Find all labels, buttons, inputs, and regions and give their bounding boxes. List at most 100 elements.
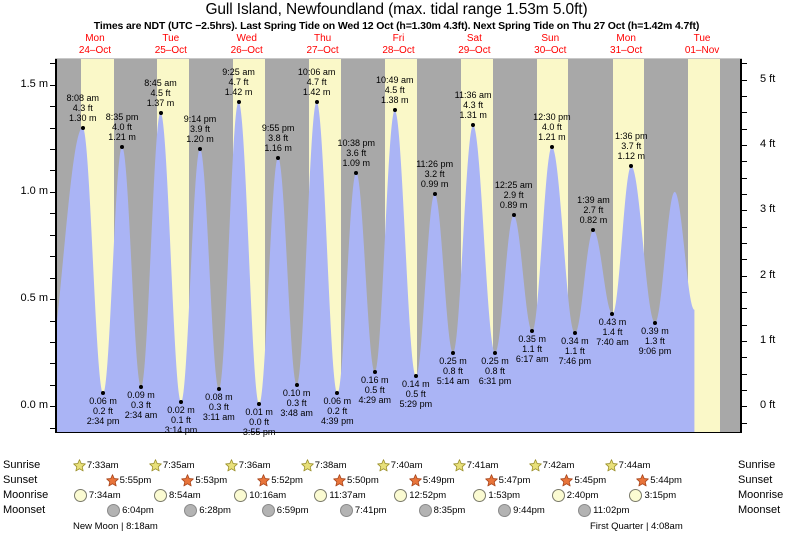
axis-tick (50, 84, 55, 86)
moonrise-cell-0: 7:34am (73, 489, 121, 502)
sunrise-time: 7:38am (314, 460, 347, 471)
sunrise-time: 7:44am (618, 460, 651, 471)
sunrise-time: 7:33am (86, 460, 119, 471)
day-labels-row: Mon 24–Oct Tue 25–Oct Wed 26–Oct Thu 27–Oct Fri 2… (0, 33, 793, 58)
sunset-time: 5:52pm (271, 475, 303, 486)
tide-label-line3: 6:17 am (515, 354, 549, 365)
day-label-2: Wed 26–Oct (209, 33, 285, 56)
tide-label-line1: 10:06 am (297, 66, 336, 77)
sunrise-cell-5: 7:41am (452, 459, 499, 472)
right-axis-label-5: 0 ft (760, 399, 776, 412)
tide-label-line1: 11:36 am (454, 90, 492, 101)
axis-tick (50, 341, 55, 343)
axis-tick (50, 427, 55, 429)
tide-label-line3: 2:34 pm (86, 416, 120, 427)
tide-extreme-label-23: 0.35 m 1.1 ft 6:17 am (504, 334, 560, 364)
day-date: 26–Oct (230, 44, 263, 56)
tide-extreme-marker (450, 350, 455, 355)
tide-extreme-marker (432, 192, 437, 197)
tide-label-line2: 4.0 ft (541, 121, 562, 132)
tide-label-line1: 8:45 am (144, 77, 177, 88)
tide-label-line2: 1.1 ft (564, 346, 585, 357)
tide-extreme-label-16: 10:49 am 4.5 ft 1.38 m (367, 75, 423, 105)
tide-extreme-marker (139, 384, 143, 389)
sunset-star-icon (105, 474, 120, 487)
sunset-time: 5:45pm (574, 475, 607, 486)
sunrise-time: 7:35am (162, 460, 195, 471)
axis-tick (50, 256, 55, 258)
tide-label-line3: 3:11 am (202, 412, 235, 423)
sunrise-cell-3: 7:38am (301, 459, 347, 472)
tide-extreme-marker (530, 329, 535, 334)
tide-extreme-label-7: 0.08 m 0.3 ft 3:11 am (191, 392, 247, 422)
day-of-week: Mon (85, 33, 105, 44)
sunrise-time: 7:41am (466, 460, 499, 471)
sunset-time: 5:49pm (422, 475, 455, 486)
tide-label-line3: 1.20 m (186, 134, 214, 145)
sunset-cell-6: 5:45pm (560, 474, 606, 487)
tide-extreme-marker (354, 170, 359, 175)
tide-extreme-marker (120, 144, 125, 149)
tide-label-line3: 3:14 pm (164, 424, 198, 435)
sunset-cell-7: 5:44pm (636, 474, 682, 487)
tide-label-line1: 10:49 am (376, 75, 414, 86)
axis-tick (742, 112, 747, 114)
moonrise-time: 3:15pm (644, 490, 677, 501)
sunset-time: 5:44pm (650, 475, 682, 486)
tide-label-line1: 9:14 pm (183, 114, 217, 125)
axis-tick (742, 128, 747, 130)
star-icon (409, 474, 422, 487)
tide-extreme-label-2: 8:35 pm 4.0 ft 1.21 m (94, 112, 150, 142)
sunrise-star-icon (604, 459, 619, 472)
tide-extreme-label-21: 0.25 m 0.8 ft 6:31 pm (467, 356, 523, 386)
tide-extreme-label-6: 9:14 pm 3.9 ft 1.20 m (172, 114, 228, 144)
tide-label-line1: 0.09 m (127, 389, 155, 400)
day-date: 01–Nov (684, 44, 720, 56)
tide-label-line1: 12:25 am (494, 180, 533, 191)
tide-label-line3: 1.21 m (108, 131, 136, 142)
sunset-star-icon (484, 474, 499, 487)
axis-tick (50, 320, 55, 322)
tide-extreme-label-14: 10:38 pm 3.6 ft 1.09 m (328, 138, 384, 168)
tide-extreme-label-12: 10:06 am 4.7 ft 1.42 m (289, 67, 345, 97)
star-icon (149, 459, 162, 472)
day-of-week: Tue (162, 33, 180, 44)
left-axis-label-1: 1.0 m (20, 184, 48, 197)
moonrise-disc-icon (473, 489, 488, 502)
moonrise-disc-icon (473, 489, 487, 502)
tide-label-line3: 5:14 am (436, 375, 470, 386)
tide-label-line2: 1.4 ft (602, 327, 623, 338)
axis-tick (742, 357, 747, 359)
sunrise-time: 7:40am (390, 460, 423, 471)
moon-phase-note-1: First Quarter | 4:08am (590, 521, 683, 532)
moonset-cell-5: 9:44pm (498, 504, 545, 517)
page-subtitle: Times are NDT (UTC −2.5hrs). Last Spring… (93, 20, 700, 32)
tide-extreme-label-22: 12:25 am 2.9 ft 0.89 m (486, 180, 542, 210)
axis-tick (742, 210, 747, 212)
moon-phase-note-0: New Moon | 8:18am (73, 521, 158, 532)
tide-extreme-label-5: 0.02 m 0.1 ft 3:14 pm (153, 405, 209, 435)
tide-label-line3: 1.38 m (381, 95, 409, 106)
right-axis (740, 59, 742, 433)
tide-extreme-marker (198, 147, 203, 152)
tide-label-line1: 0.06 m (323, 396, 352, 407)
tide-label-line2: 4.3 ft (463, 100, 484, 111)
sunrise-star-icon (149, 459, 163, 472)
tide-label-line1: 9:25 am (222, 66, 255, 77)
tide-label-line2: 4.0 ft (112, 121, 133, 132)
tide-label-line1: 0.25 m (439, 355, 467, 366)
sunrise-star-icon (377, 459, 391, 472)
row-label-sunset-left: Sunset (3, 474, 38, 486)
moonset-cell-6: 11:02pm (578, 504, 629, 517)
moonrise-disc-icon (73, 489, 87, 502)
tide-label-line2: 3.7 ft (621, 141, 642, 152)
tide-label-line3: 3:55 pm (242, 427, 276, 438)
axis-tick (742, 193, 747, 195)
tide-extreme-marker (216, 387, 221, 392)
moonset-cell-1: 6:28pm (184, 504, 231, 517)
tide-extreme-label-19: 0.25 m 0.8 ft 5:14 am (425, 356, 481, 386)
star-icon (484, 474, 498, 487)
star-icon (560, 474, 574, 487)
moonrise-disc-icon (314, 489, 329, 502)
right-axis-label-3: 2 ft (760, 268, 776, 281)
